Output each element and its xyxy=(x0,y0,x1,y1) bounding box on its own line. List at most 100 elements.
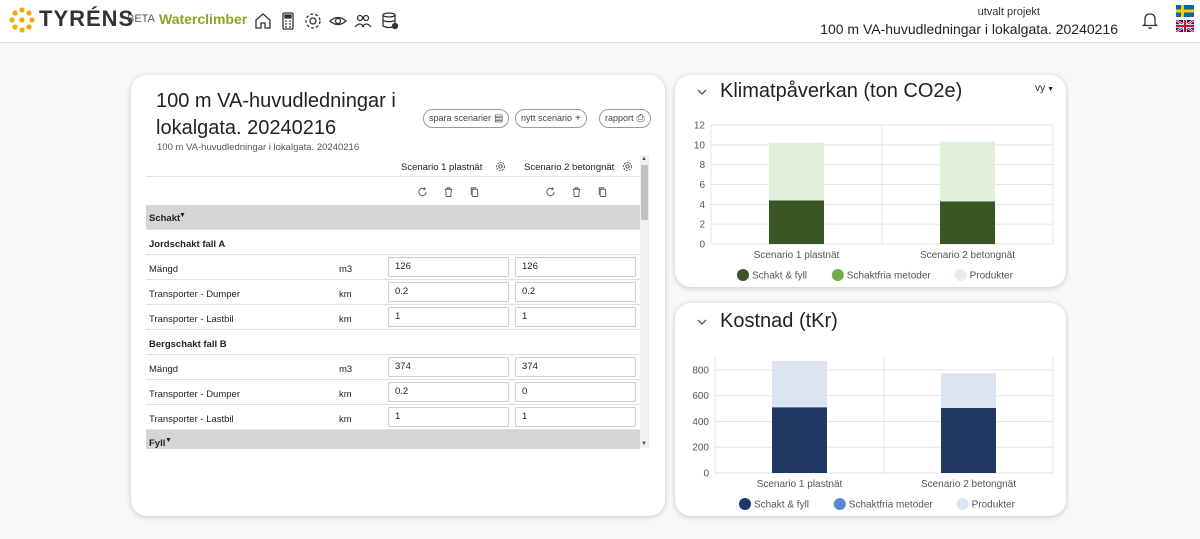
y-tick-label: 800 xyxy=(692,365,709,376)
bar-segment xyxy=(772,407,827,473)
new-scenario-label: nytt scenario xyxy=(521,113,573,123)
copy-icon[interactable] xyxy=(597,186,608,198)
legend-swatch xyxy=(739,498,751,510)
x-tick-label: Scenario 2 betongnät xyxy=(921,479,1016,490)
row-label: Transporter - Lastbil xyxy=(149,414,234,425)
scroll-thumb[interactable] xyxy=(641,165,648,220)
bar-segment xyxy=(769,200,824,244)
save-icon: ▤ xyxy=(494,113,504,124)
scenario-2-input[interactable]: 374 xyxy=(515,357,636,377)
climate-chart-card: Klimatpåverkan (ton CO2e) vy ▼ 0 2 4 6 8 10 12… xyxy=(675,75,1066,287)
trash-icon[interactable] xyxy=(443,186,454,198)
table-row: Transporter - Dumper km 0.2 0 xyxy=(146,380,640,405)
scroll-up-icon[interactable]: ▲ xyxy=(641,156,647,162)
bar-segment xyxy=(769,142,824,201)
y-tick-label: 400 xyxy=(692,417,709,428)
copy-icon[interactable] xyxy=(469,186,480,198)
project-name[interactable]: 100 m VA-huvudledningar i lokalgata. 202… xyxy=(820,21,1118,37)
y-tick-label: 2 xyxy=(699,220,705,231)
beta-badge: BETA xyxy=(127,13,155,25)
plus-icon: + xyxy=(575,113,581,124)
legend-label: Produkter xyxy=(972,500,1016,511)
section-fyll-label: Fyll xyxy=(149,438,166,449)
database-icon[interactable] xyxy=(380,11,400,31)
scenario-table: Schakt ▼ Jordschakt fall A Mängd m3 126 126 … xyxy=(146,176,640,449)
table-scrollbar[interactable]: ▲ ▼ xyxy=(640,155,649,448)
scenario-2-input[interactable]: 1 xyxy=(515,307,636,327)
bar-segment xyxy=(940,141,995,202)
bar-segment xyxy=(941,373,996,408)
y-tick-label: 4 xyxy=(699,200,705,211)
cost-chart-card: Kostnad (tKr) 0 200 400 600 800 Scenario 1 pl… xyxy=(675,303,1066,516)
caret-down-icon: ▼ xyxy=(1045,86,1054,93)
scenario-1-input[interactable]: 0.2 xyxy=(388,382,509,402)
view-menu[interactable]: vy ▼ xyxy=(1035,83,1054,94)
section-fyll[interactable]: Fyll ▼ xyxy=(146,430,640,449)
row-label: Mängd xyxy=(149,364,179,375)
row-unit: m3 xyxy=(339,364,353,375)
view-menu-label: vy xyxy=(1035,83,1046,94)
home-icon[interactable] xyxy=(253,11,273,31)
x-tick-label: Scenario 1 plastnät xyxy=(754,250,840,261)
save-scenarios-button[interactable]: spara scenarier ▤ xyxy=(423,109,510,128)
report-button[interactable]: rapport ⎙ xyxy=(599,109,651,128)
table-row: Transporter - Dumper km 0.2 0.2 xyxy=(146,280,640,305)
scenario-1-input[interactable]: 126 xyxy=(388,257,509,277)
row-unit: km xyxy=(339,289,352,300)
legend-label: Schaktfria metoder xyxy=(849,500,934,511)
scenario-1-input[interactable]: 1 xyxy=(388,307,509,327)
reset-icon[interactable] xyxy=(417,186,428,198)
uk-flag-icon[interactable] xyxy=(1176,20,1194,32)
scenario-2-settings-icon[interactable] xyxy=(622,161,633,172)
scenario-1-input[interactable]: 1 xyxy=(388,407,509,427)
row-label: Mängd xyxy=(149,264,179,275)
scroll-down-icon[interactable]: ▼ xyxy=(641,441,647,447)
users-icon[interactable] xyxy=(353,11,373,31)
row-unit: km xyxy=(339,314,352,325)
chevron-down-icon[interactable] xyxy=(696,86,708,98)
scenario-2-input[interactable]: 0.2 xyxy=(515,282,636,302)
caret-down-icon: ▼ xyxy=(165,437,172,444)
y-tick-label: 0 xyxy=(703,469,709,480)
scenario-1-settings-icon[interactable] xyxy=(495,161,506,172)
scenario-2-input[interactable]: 1 xyxy=(515,407,636,427)
scenario-1-input[interactable]: 374 xyxy=(388,357,509,377)
section-schakt[interactable]: Schakt ▼ xyxy=(146,205,640,230)
y-tick-label: 0 xyxy=(699,240,705,251)
eye-icon[interactable] xyxy=(328,11,348,31)
project-caption: utvalt projekt xyxy=(977,6,1040,18)
brand-name: TYRÉNS xyxy=(39,6,135,31)
reset-icon[interactable] xyxy=(545,186,556,198)
row-unit: km xyxy=(339,389,352,400)
row-label: Transporter - Dumper xyxy=(149,289,240,300)
new-scenario-button[interactable]: nytt scenario + xyxy=(515,109,587,128)
app-name[interactable]: Waterclimber xyxy=(159,11,248,27)
group-row: Jordschakt fall A xyxy=(146,230,640,255)
gear-icon[interactable] xyxy=(303,11,323,31)
cost-chart-title: Kostnad (tKr) xyxy=(720,310,838,332)
bell-icon[interactable] xyxy=(1140,10,1160,30)
bar-segment xyxy=(941,407,996,473)
chevron-down-icon[interactable] xyxy=(696,316,708,328)
trash-icon[interactable] xyxy=(571,186,582,198)
y-tick-label: 200 xyxy=(692,443,709,454)
table-row: Mängd m3 126 126 xyxy=(146,255,640,280)
table-row: Transporter - Lastbil km 1 1 xyxy=(146,405,640,430)
swedish-flag-icon[interactable] xyxy=(1176,5,1194,17)
scenario-2-input[interactable]: 126 xyxy=(515,257,636,277)
climate-chart: 0 2 4 6 8 10 12 Scenario 1 plastnät Scenario 2 b… xyxy=(694,121,1054,282)
scenario-2-input[interactable]: 0 xyxy=(515,382,636,402)
legend-label: Produkter xyxy=(970,271,1014,282)
row-label: Transporter - Lastbil xyxy=(149,314,234,325)
bar-segment xyxy=(940,201,995,244)
caret-down-icon: ▼ xyxy=(179,212,186,219)
group-label: Bergschakt fall B xyxy=(149,339,227,350)
calculator-icon[interactable] xyxy=(278,11,298,31)
climate-chart-title: Klimatpåverkan (ton CO2e) xyxy=(720,80,963,102)
legend-swatch xyxy=(833,498,846,510)
scenario-1-input[interactable]: 0.2 xyxy=(388,282,509,302)
row-unit: km xyxy=(339,414,352,425)
row-unit: m3 xyxy=(339,264,353,275)
table-row: Mängd m3 374 374 xyxy=(146,355,640,380)
table-row: Transporter - Lastbil km 1 1 xyxy=(146,305,640,330)
